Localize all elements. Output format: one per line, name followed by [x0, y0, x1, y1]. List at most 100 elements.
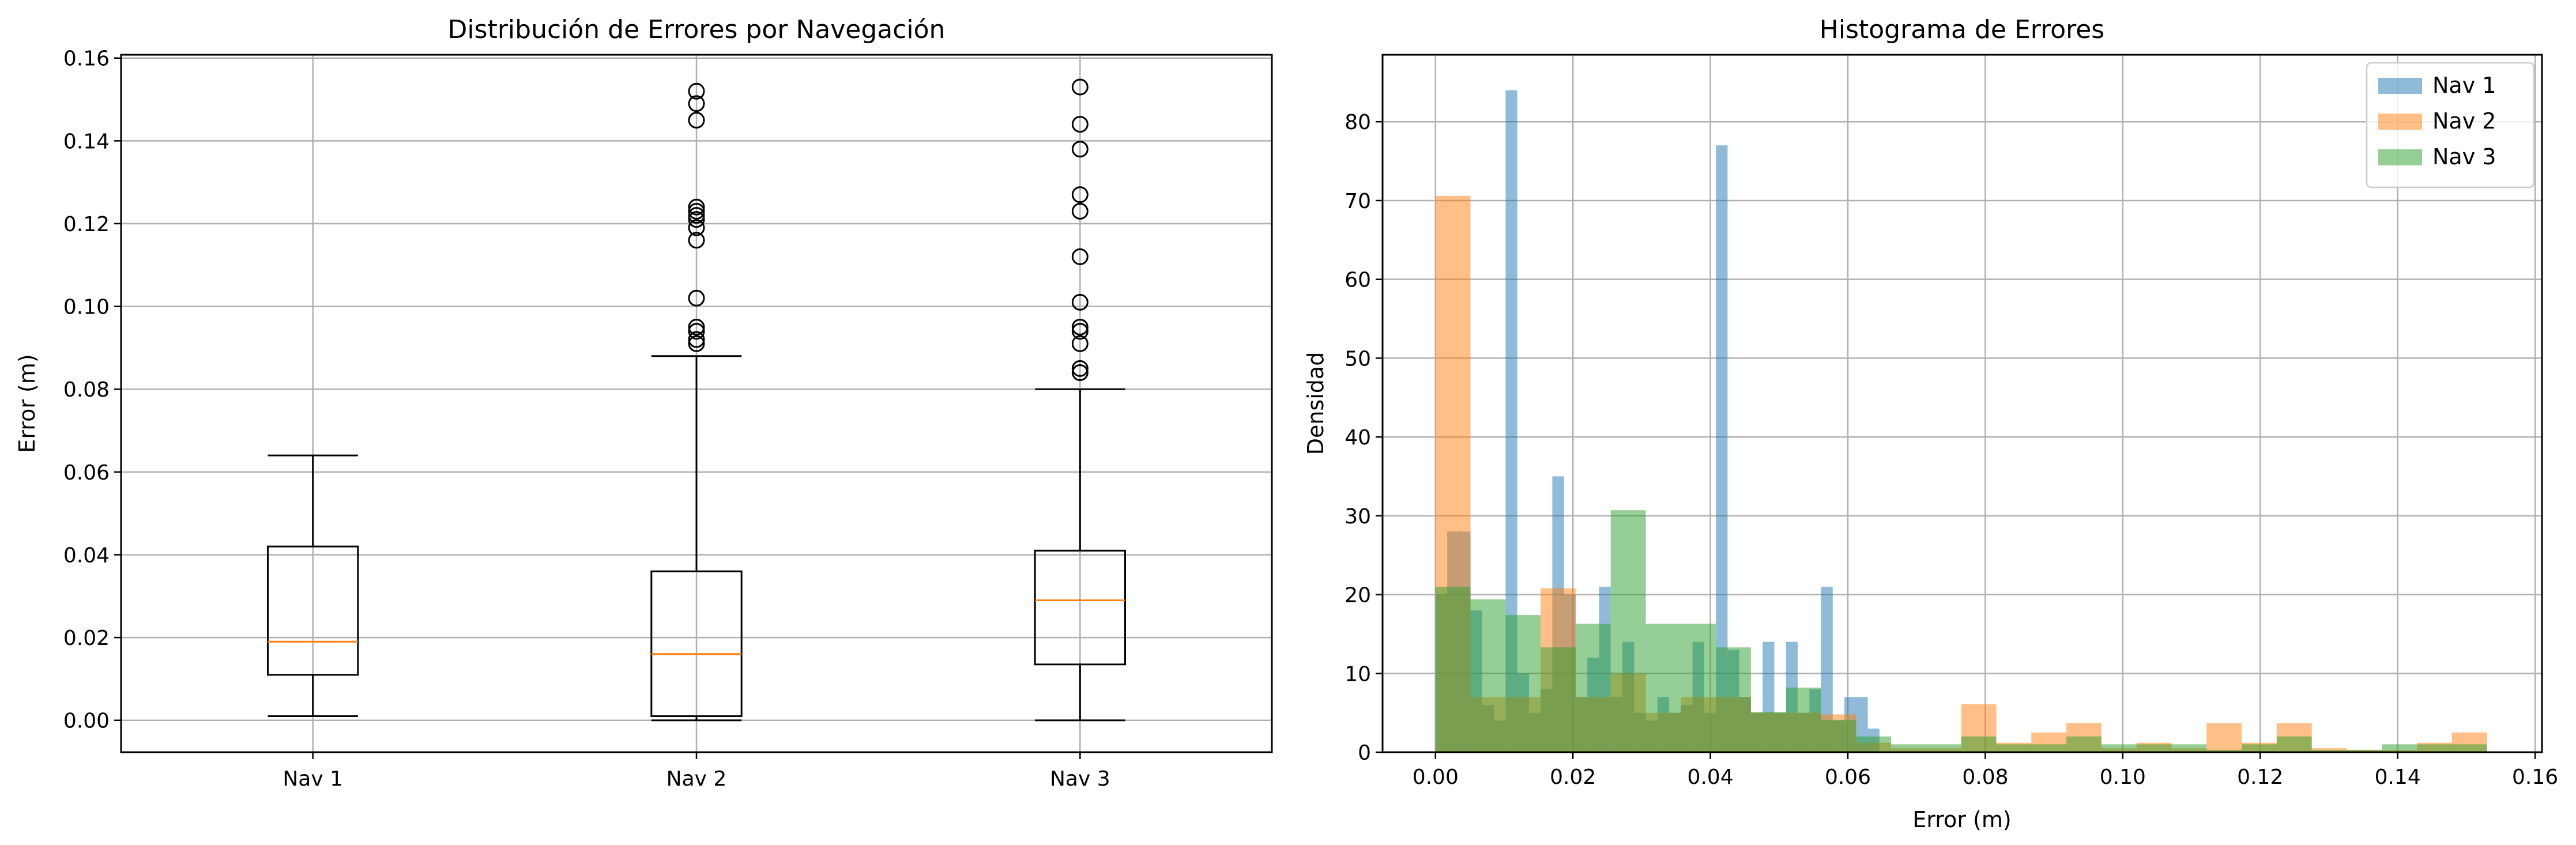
histogram-bar: [1435, 586, 1471, 752]
y-tick-label: 80: [1345, 111, 1371, 134]
outlier-point: [1071, 335, 1089, 352]
iqr-box: [1034, 549, 1127, 666]
x-tick-label: 0.04: [1688, 765, 1734, 789]
outlier-point: [1071, 141, 1089, 158]
outlier-point: [688, 323, 705, 340]
histogram-bar: [1786, 687, 1821, 752]
outlier-point: [688, 202, 705, 220]
x-tick-label: 0.12: [2237, 765, 2283, 789]
outlier-point: [688, 211, 705, 228]
y-tick-label: 10: [1345, 662, 1371, 686]
outlier-point: [688, 289, 705, 307]
outlier-point: [688, 232, 705, 249]
y-tick-label: 70: [1345, 190, 1371, 213]
outlier-point: [688, 111, 705, 129]
histogram-bar: [1996, 744, 2032, 752]
histogram-bar: [2206, 749, 2242, 752]
histogram-bar: [1891, 744, 1926, 752]
y-tick-label: 30: [1345, 505, 1371, 529]
histogram-bar: [1575, 624, 1611, 752]
x-tick-label: 0.10: [2100, 765, 2146, 789]
outlier-point: [1071, 323, 1089, 340]
y-tick-label: 0.12: [63, 213, 110, 236]
histogram-bar: [1610, 510, 1646, 752]
outlier-point: [688, 335, 705, 352]
histogram-bar: [2171, 744, 2207, 752]
histogram-bar: [2066, 736, 2102, 752]
histogram-y-axis-label: Densidad: [1303, 352, 1328, 455]
legend-label: Nav 1: [2432, 73, 2496, 98]
histogram-title: Histograma de Errores: [1820, 15, 2104, 44]
histogram-bar: [2101, 744, 2137, 752]
histogram-bar: [1505, 90, 1517, 753]
histogram-bar: [2347, 749, 2382, 752]
histogram-bar: [1821, 719, 1856, 752]
outlier-point: [688, 319, 705, 336]
histogram-bar: [1716, 647, 1751, 752]
histogram-y-ticks: 0 10 20 30 40 50 60 70 80: [1345, 111, 1383, 765]
outlier-point: [1071, 186, 1089, 203]
y-tick-label: 0.06: [63, 461, 110, 485]
outlier-point: [688, 219, 705, 236]
histogram-bar: [1716, 145, 1728, 752]
y-tick-label: 40: [1345, 426, 1371, 450]
histogram-bar: [1681, 624, 1716, 752]
y-tick-label: 0.00: [63, 710, 110, 733]
series-3: [1435, 510, 2487, 752]
iqr-box: [266, 545, 359, 676]
boxplot-y-ticks: 0.00 0.02 0.04 0.06 0.08 0.10 0.12 0.14 0.16: [63, 47, 121, 733]
outlier-point: [1071, 248, 1089, 265]
outlier-point: [688, 82, 705, 100]
outlier-point: [1071, 319, 1089, 336]
histogram-panel: Histograma de Errores 01020304050607080 …: [1303, 15, 2558, 832]
histogram-bar: [2136, 744, 2172, 752]
x-tick-label: 0.08: [1962, 765, 2008, 789]
histogram-frame: [1381, 54, 2543, 753]
histogram-bar: [2382, 744, 2417, 752]
y-tick-label: 50: [1345, 347, 1371, 371]
histogram-bar: [1750, 712, 1786, 752]
boxplot-panel: Distribución de Errores por Navegación 0…: [14, 15, 1273, 791]
y-tick-label: 0.04: [63, 544, 110, 567]
outlier-point: [1071, 364, 1089, 382]
y-tick-label: 60: [1345, 269, 1371, 292]
histogram-bar: [1645, 624, 1681, 752]
outlier-point: [688, 331, 705, 348]
y-tick-label: 0.10: [63, 296, 110, 319]
histogram-bar: [1541, 647, 1576, 752]
outlier-point: [1071, 202, 1089, 220]
x-tick-label: Nav 3: [1050, 767, 1110, 791]
histogram-bars: [1435, 90, 2487, 753]
histogram-bar: [2242, 744, 2277, 752]
legend-swatch: [2378, 78, 2422, 94]
legend-label: Nav 3: [2432, 144, 2496, 169]
x-tick-label: 0.14: [2375, 765, 2421, 789]
x-tick-label: 0.06: [1825, 765, 1871, 789]
y-tick-label: 20: [1345, 584, 1371, 608]
histogram-bar: [1821, 586, 1833, 752]
histogram-bar: [1470, 599, 1506, 752]
outlier-point: [688, 95, 705, 112]
x-tick-label: 0.16: [2512, 765, 2558, 789]
box-1: [266, 454, 359, 718]
outlier-point: [688, 198, 705, 216]
histogram-bar: [2206, 723, 2242, 752]
histogram-bar: [2031, 744, 2067, 752]
histogram-bar: [1856, 736, 1892, 752]
histogram-legend: Nav 1 Nav 2 Nav 3: [2366, 62, 2535, 188]
histogram-bar: [2451, 744, 2487, 752]
histogram-bar: [1926, 744, 1961, 752]
legend-swatch: [2378, 149, 2422, 165]
boxplot-x-ticks: Nav 1 Nav 2 Nav 3: [283, 752, 1110, 791]
histogram-bar: [1961, 736, 1997, 752]
y-tick-label: 0.08: [63, 378, 110, 402]
x-tick-label: Nav 2: [666, 767, 727, 791]
legend-swatch: [2378, 114, 2422, 130]
outlier-point: [688, 207, 705, 224]
x-tick-label: Nav 1: [283, 767, 343, 791]
histogram-bar: [1505, 615, 1541, 752]
histogram-bar: [2417, 744, 2452, 752]
box-3: [1034, 78, 1127, 722]
histogram-bar: [2276, 736, 2312, 752]
